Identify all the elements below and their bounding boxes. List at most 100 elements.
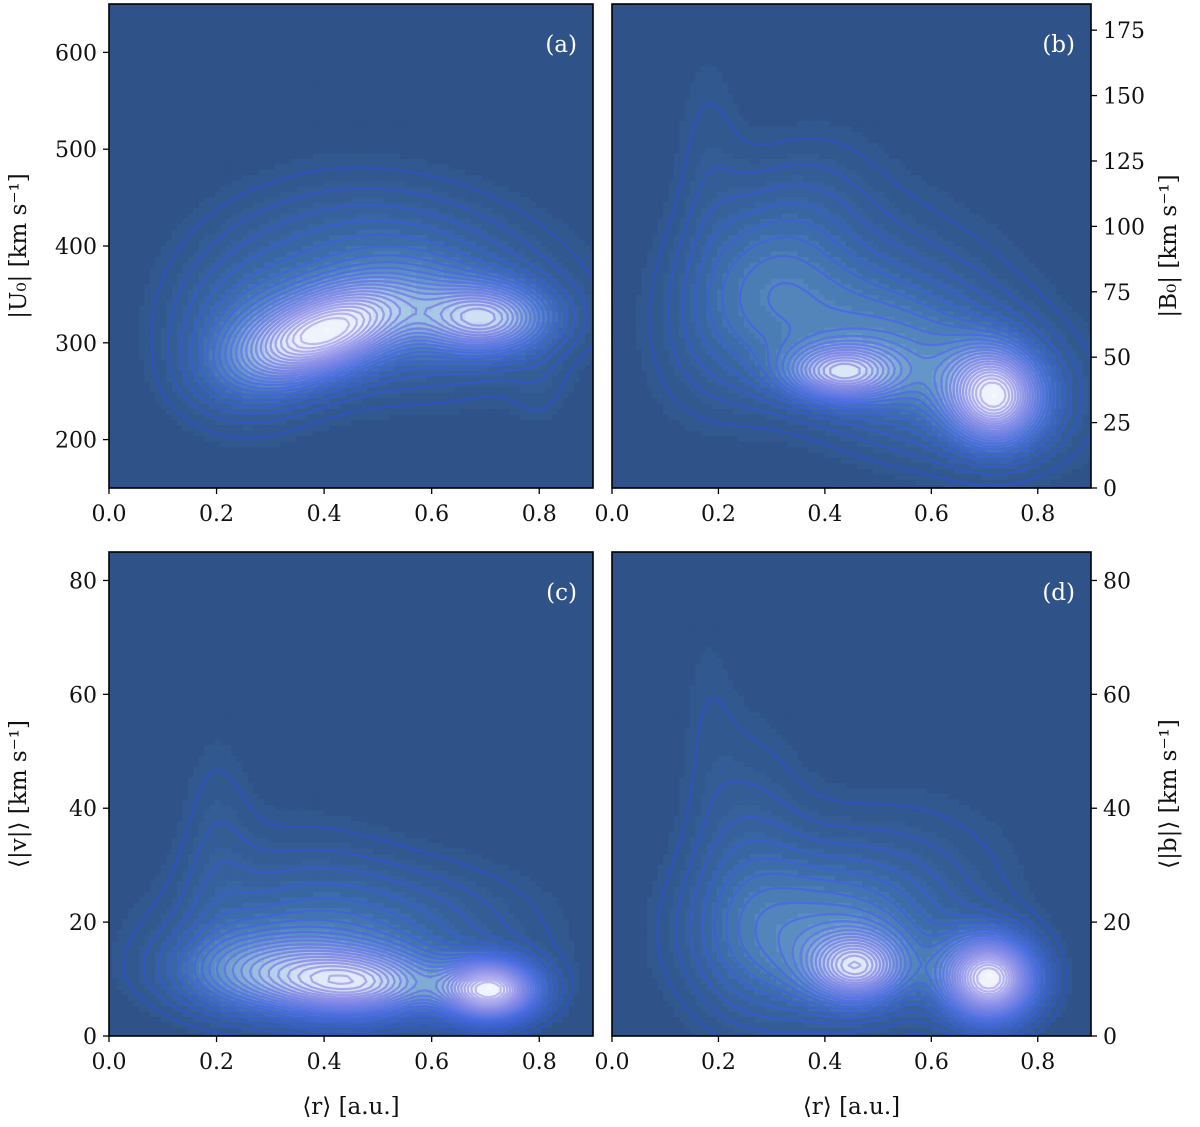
density-cell [684,55,691,62]
density-cell [438,392,445,399]
density-cell [584,300,591,307]
density-cell [231,338,238,345]
density-cell [367,207,374,215]
density-cell [487,175,494,182]
density-cell [568,240,575,247]
density-cell [204,180,211,187]
density-cell [138,376,146,383]
density-cell [497,175,504,182]
density-cell [405,376,412,383]
density-cell [432,300,439,307]
density-cell [454,409,461,416]
density-cell [481,159,488,166]
density-cell [171,246,178,253]
density-cell [399,403,407,410]
density-cell [318,93,325,100]
density-cell [149,333,156,340]
density-cell [579,360,586,367]
density-cell [421,376,428,383]
density-cell [356,115,363,122]
density-cell [416,387,423,394]
density-cell [280,409,287,416]
density-cell [231,251,238,258]
density-cell [198,376,205,383]
density-cell [394,169,401,177]
density-cell [242,409,249,416]
density-cell [584,284,591,291]
density-cell [296,420,303,427]
density-cell [269,175,276,182]
density-cell [700,72,707,79]
density-cell [345,430,352,438]
density-cell [345,376,352,383]
density-cell [579,398,586,405]
density-cell [225,398,233,405]
density-cell [318,88,325,95]
density-cell [503,164,510,171]
density-cell [427,126,434,133]
density-cell [215,311,222,318]
density-cell [225,262,233,269]
density-cell [171,441,178,448]
density-cell [247,452,254,459]
density-cell [459,240,466,247]
density-cell [280,403,287,410]
density-cell [679,77,686,84]
density-cell [215,343,222,351]
density-cell [727,39,734,46]
density-cell [258,186,265,193]
density-cell [215,246,222,253]
density-cell [481,425,488,432]
density-cell [280,447,287,454]
density-cell [187,430,195,438]
density-cell [574,224,581,231]
density-cell [727,82,734,90]
density-cell [340,137,347,144]
density-cell [242,441,249,448]
density-cell [144,251,151,258]
density-cell [345,169,352,177]
density-cell [454,420,461,427]
density-cell [361,104,369,111]
density-cell [557,235,564,242]
density-cell [236,414,243,421]
contour-line [229,271,536,384]
density-cell [215,213,222,220]
density-cell [503,202,510,209]
density-cell [187,322,195,329]
density-cell [584,294,591,302]
density-cell [579,224,586,231]
density-cell [563,207,570,215]
density-cell [182,382,189,389]
density-cell [307,343,314,351]
density-cell [318,126,325,133]
density-cell [264,197,271,204]
density-cell [351,305,358,312]
density-cell [416,180,423,187]
density-cell [193,251,200,258]
density-cell [546,213,553,220]
density-cell [459,202,466,209]
density-cell [258,159,265,166]
density-cell [193,360,200,367]
density-cell [160,229,167,236]
density-cell [356,229,363,236]
x-tick-label: 0.2 [199,502,234,527]
density-cell [198,430,205,438]
density-cell [738,82,745,90]
density-cell [242,294,249,302]
density-cell [568,311,575,318]
density-cell [351,251,358,258]
density-cell [182,180,189,187]
density-cell [383,224,390,231]
density-cell [312,104,320,111]
density-cell [351,333,358,340]
density-cell [410,126,417,133]
density-cell [432,120,439,128]
density-cell [476,338,483,345]
density-cell [198,349,205,356]
density-cell [427,382,434,389]
density-cell [389,224,396,231]
density-cell [546,311,553,318]
density-cell [318,333,325,340]
